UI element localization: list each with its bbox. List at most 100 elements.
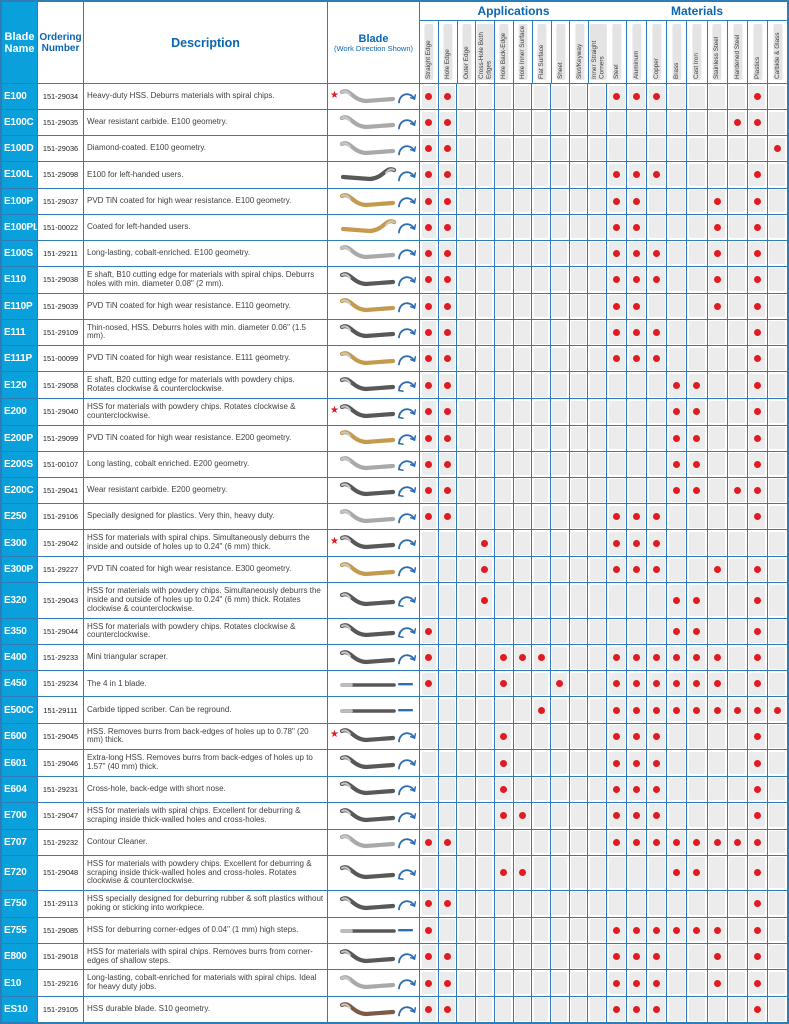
material-cells — [607, 970, 787, 996]
material-dot — [753, 513, 761, 521]
application-cell — [551, 855, 570, 890]
table-row: E300P 151-29227 PVD TiN coated for high … — [2, 557, 787, 584]
application-cells — [420, 723, 608, 750]
application-cell — [476, 399, 495, 425]
material-cell — [607, 84, 628, 110]
application-cell — [532, 583, 551, 618]
material-cell — [607, 530, 628, 557]
blade-name-cell: E250 — [2, 504, 38, 530]
material-cell — [607, 943, 628, 970]
blade-name-cell: E110 — [2, 266, 38, 293]
application-cell — [570, 943, 589, 970]
material-cell — [728, 855, 748, 890]
blade-photo — [339, 88, 396, 103]
blade-photo — [339, 245, 396, 260]
material-dot — [673, 408, 681, 416]
material-cell — [647, 110, 668, 136]
material-cell — [728, 890, 748, 917]
material-dot — [713, 979, 721, 987]
application-dot — [425, 926, 433, 934]
material-cell — [627, 618, 648, 645]
ordering-number-cell: 151-29039 — [38, 293, 84, 319]
application-cell — [588, 697, 608, 723]
application-cells — [420, 266, 608, 293]
blade-name-cell: E500C — [2, 697, 38, 723]
material-cell — [728, 697, 748, 723]
application-cell — [476, 970, 495, 996]
material-dot — [753, 276, 761, 284]
material-cell — [687, 188, 708, 214]
material-cell — [667, 890, 688, 917]
table-row: E100L 151-29098 E100 for left-handed use… — [2, 162, 787, 189]
application-cells — [420, 829, 608, 855]
blade-image-cell — [328, 829, 420, 855]
application-cell — [588, 750, 608, 776]
material-cells — [607, 266, 787, 293]
application-cell — [495, 372, 514, 398]
ordering-number-cell: 151-00099 — [38, 346, 84, 372]
application-label: Hole Inner Surface — [518, 24, 528, 80]
application-dot — [444, 93, 452, 101]
blade-image-cell — [328, 372, 420, 398]
blade-name-cell: E350 — [2, 618, 38, 645]
material-cell — [708, 504, 728, 530]
application-cell — [570, 890, 589, 917]
application-cell — [570, 240, 589, 266]
material-dot — [653, 513, 661, 521]
blade-photo — [339, 403, 396, 418]
application-dot — [425, 355, 433, 363]
material-cell — [647, 530, 668, 557]
material-cell — [607, 697, 628, 723]
material-dot — [753, 355, 761, 363]
material-dot — [753, 785, 761, 793]
application-cell — [457, 750, 477, 776]
application-cells — [420, 855, 608, 890]
material-dot — [753, 838, 761, 846]
material-cell — [667, 240, 688, 266]
application-cell — [532, 970, 551, 996]
description-cell: HSS for materials with spiral chips. Exc… — [84, 802, 328, 829]
material-cell — [607, 618, 628, 645]
material-cell — [627, 214, 648, 240]
application-dot — [500, 732, 508, 740]
table-row: E601 151-29046 Extra-long HSS. Removes b… — [2, 750, 787, 777]
application-cell — [457, 319, 477, 346]
material-cell — [748, 723, 768, 750]
application-cell — [532, 319, 551, 346]
application-dot — [444, 171, 452, 179]
material-dot — [693, 434, 701, 442]
table-row: E400 151-29233 Mini triangular scraper. — [2, 645, 787, 672]
material-cell — [647, 750, 668, 776]
application-cell — [588, 162, 608, 188]
blade-name-cell: E320 — [2, 583, 38, 618]
material-cell — [768, 84, 787, 109]
material-cell — [627, 776, 648, 802]
table-body: E100 151-29034 Heavy-duty HSS. Deburrs m… — [2, 84, 787, 1023]
material-cell — [627, 996, 648, 1023]
material-cell — [728, 319, 748, 346]
material-cell — [728, 618, 748, 645]
material-dot — [633, 732, 641, 740]
material-dot — [673, 926, 681, 934]
material-cell — [607, 188, 628, 214]
material-cell — [627, 645, 648, 671]
application-dot — [425, 953, 433, 961]
material-cell — [627, 943, 648, 970]
application-cell — [514, 240, 533, 266]
ordering-number-cell: 151-29058 — [38, 372, 84, 398]
application-cell — [588, 829, 608, 855]
application-dot — [500, 680, 508, 688]
application-cell — [588, 346, 608, 372]
material-cell — [667, 188, 688, 214]
application-cell — [476, 829, 495, 855]
blade-photo — [340, 929, 396, 933]
material-dot — [613, 953, 621, 961]
application-cell — [495, 346, 514, 372]
material-cell — [708, 829, 728, 855]
material-cell — [627, 136, 648, 162]
application-dot — [425, 627, 433, 635]
material-cell — [687, 802, 708, 829]
material-cell — [708, 425, 728, 451]
blade-photo — [339, 807, 396, 822]
material-dot — [753, 732, 761, 740]
